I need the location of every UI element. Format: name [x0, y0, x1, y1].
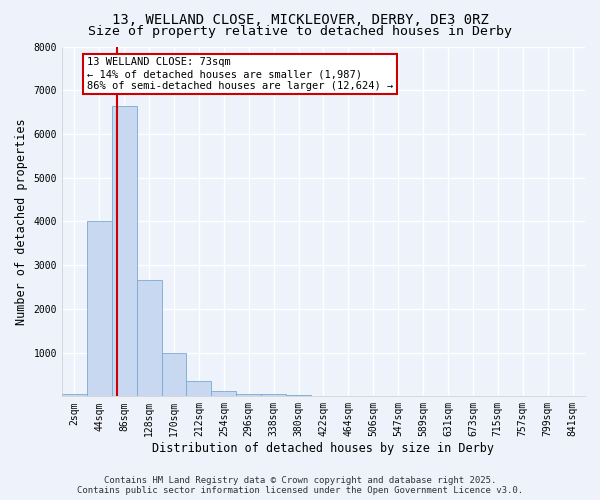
- Bar: [137, 280, 161, 396]
- Bar: [62, 394, 87, 396]
- Bar: [112, 106, 137, 397]
- Bar: [286, 395, 311, 396]
- Text: Size of property relative to detached houses in Derby: Size of property relative to detached ho…: [88, 25, 512, 38]
- Bar: [187, 381, 211, 396]
- Y-axis label: Number of detached properties: Number of detached properties: [15, 118, 28, 324]
- Text: Contains HM Land Registry data © Crown copyright and database right 2025.
Contai: Contains HM Land Registry data © Crown c…: [77, 476, 523, 495]
- Bar: [236, 394, 261, 396]
- X-axis label: Distribution of detached houses by size in Derby: Distribution of detached houses by size …: [152, 442, 494, 455]
- Bar: [211, 391, 236, 396]
- Bar: [161, 352, 187, 397]
- Text: 13, WELLAND CLOSE, MICKLEOVER, DERBY, DE3 0RZ: 13, WELLAND CLOSE, MICKLEOVER, DERBY, DE…: [112, 12, 488, 26]
- Text: 13 WELLAND CLOSE: 73sqm
← 14% of detached houses are smaller (1,987)
86% of semi: 13 WELLAND CLOSE: 73sqm ← 14% of detache…: [87, 58, 393, 90]
- Bar: [261, 394, 286, 396]
- Bar: [87, 222, 112, 396]
